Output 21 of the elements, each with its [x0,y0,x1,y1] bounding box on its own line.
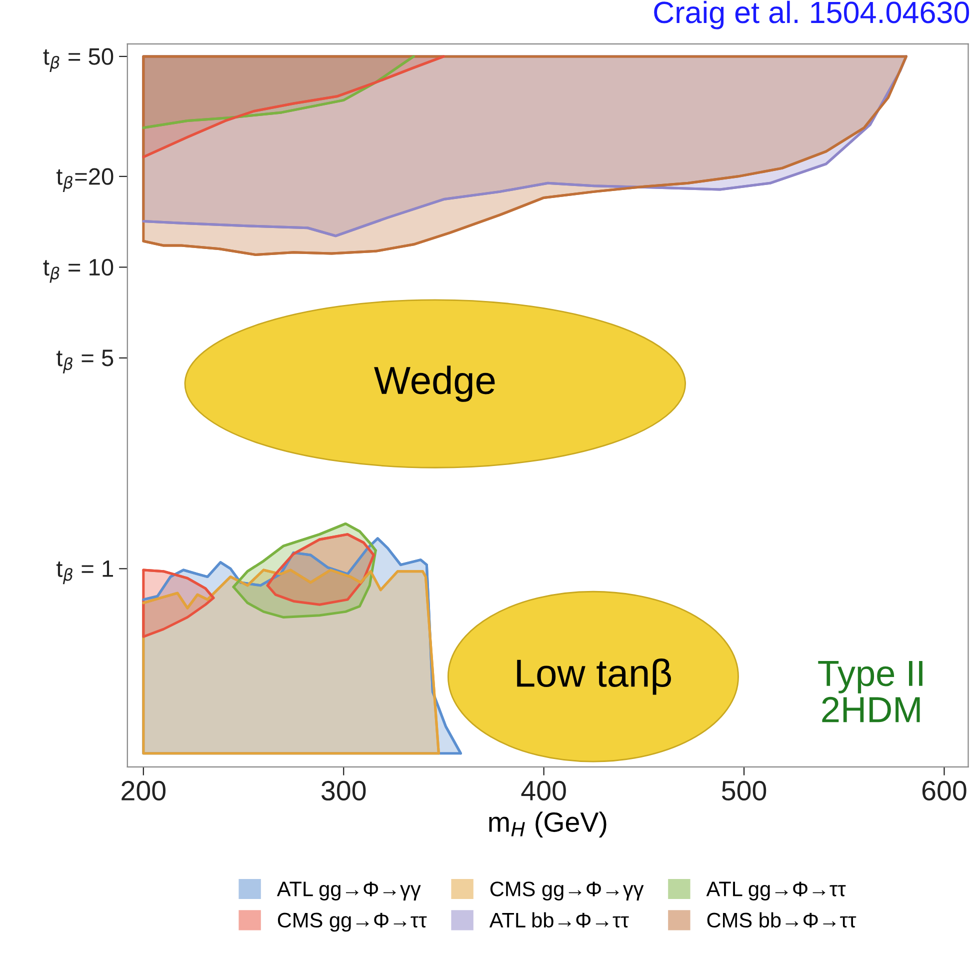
legend-label: ATL bb→Φ→ττ [489,912,629,928]
y-tick-label: t$_{β}$ = 1 [56,560,113,584]
annotation: Low tanβ [517,658,671,695]
x-tick-label: 600 [922,780,966,801]
y-tick-label: t$_{β}$ = 10 [43,258,114,283]
x-tick-label: 400 [521,780,566,801]
legend-label: CMS gg→Φ→ττ [278,912,427,932]
x-tick-label: 500 [722,780,766,801]
x-tick-label: 300 [322,780,366,801]
legend-label: CMS bb→Φ→ττ [707,912,856,928]
legend-label: CMS gg→Φ→γγ [490,882,644,900]
text: Craig et al. 1504.04630 [654,0,970,30]
y-tick-label: t$_{β}$=20 [56,168,114,192]
y-tick-label: t$_{β}$ = 50 [43,48,114,72]
y-tick-label: t$_{β}$ = 5 [56,350,114,374]
annotation: Wedge [374,366,495,402]
legend-label: ATL gg→Φ→γγ [276,882,421,900]
annotation: Type II 2HDM [818,661,922,722]
legend-label: ATL gg→Φ→ττ [706,882,846,900]
x-tick-label: 200 [122,780,166,801]
x-axis-title: m$_{H}$ (GeV) [489,812,606,838]
